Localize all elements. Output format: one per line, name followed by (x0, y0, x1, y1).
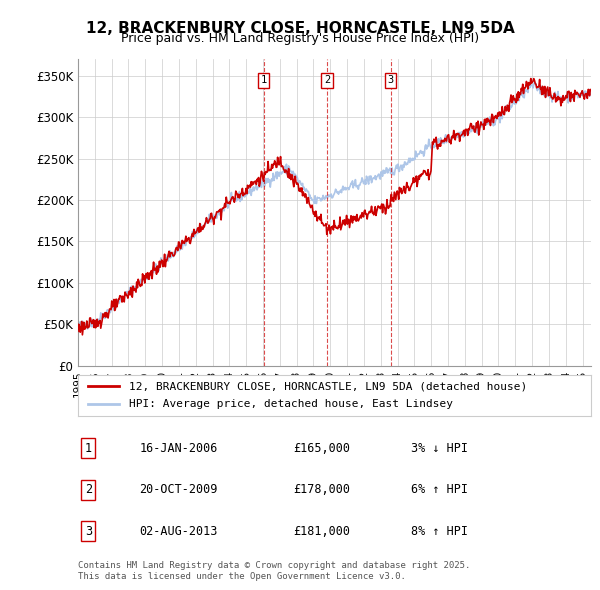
Text: 16-JAN-2006: 16-JAN-2006 (140, 442, 218, 455)
Text: 6% ↑ HPI: 6% ↑ HPI (412, 483, 469, 496)
Text: Price paid vs. HM Land Registry's House Price Index (HPI): Price paid vs. HM Land Registry's House … (121, 32, 479, 45)
Text: HPI: Average price, detached house, East Lindsey: HPI: Average price, detached house, East… (130, 399, 454, 409)
Text: 12, BRACKENBURY CLOSE, HORNCASTLE, LN9 5DA (detached house): 12, BRACKENBURY CLOSE, HORNCASTLE, LN9 5… (130, 381, 527, 391)
Text: 2: 2 (324, 76, 330, 86)
Text: 3: 3 (85, 525, 92, 537)
Text: 3% ↓ HPI: 3% ↓ HPI (412, 442, 469, 455)
Text: £181,000: £181,000 (293, 525, 350, 537)
Text: 1: 1 (260, 76, 267, 86)
Text: 8% ↑ HPI: 8% ↑ HPI (412, 525, 469, 537)
Text: 02-AUG-2013: 02-AUG-2013 (140, 525, 218, 537)
Text: £165,000: £165,000 (293, 442, 350, 455)
Text: This data is licensed under the Open Government Licence v3.0.: This data is licensed under the Open Gov… (78, 572, 406, 581)
Text: Contains HM Land Registry data © Crown copyright and database right 2025.: Contains HM Land Registry data © Crown c… (78, 560, 470, 569)
Text: £178,000: £178,000 (293, 483, 350, 496)
Text: 3: 3 (388, 76, 394, 86)
Text: 20-OCT-2009: 20-OCT-2009 (140, 483, 218, 496)
Text: 1: 1 (85, 442, 92, 455)
Text: 2: 2 (85, 483, 92, 496)
Text: 12, BRACKENBURY CLOSE, HORNCASTLE, LN9 5DA: 12, BRACKENBURY CLOSE, HORNCASTLE, LN9 5… (86, 21, 514, 35)
